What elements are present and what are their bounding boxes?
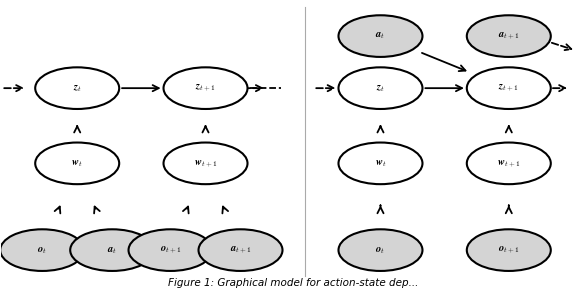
Text: $\boldsymbol{w}_{t+1}$: $\boldsymbol{w}_{t+1}$ [497,158,520,169]
Circle shape [199,229,282,271]
Text: $\boldsymbol{a}_{t+1}$: $\boldsymbol{a}_{t+1}$ [498,31,520,41]
Circle shape [70,229,154,271]
Circle shape [128,229,213,271]
Circle shape [35,142,119,184]
Text: $\boldsymbol{a}_{t+1}$: $\boldsymbol{a}_{t+1}$ [230,245,251,256]
Text: $\boldsymbol{o}_t$: $\boldsymbol{o}_t$ [376,245,386,256]
Circle shape [163,142,247,184]
Circle shape [467,229,551,271]
Circle shape [339,229,423,271]
Circle shape [339,142,423,184]
Text: $\boldsymbol{o}_t$: $\boldsymbol{o}_t$ [37,245,47,256]
Text: $\boldsymbol{z}_{t+1}$: $\boldsymbol{z}_{t+1}$ [195,83,216,93]
Circle shape [0,229,84,271]
Text: $\boldsymbol{o}_{t+1}$: $\boldsymbol{o}_{t+1}$ [159,245,182,256]
Circle shape [163,67,247,109]
Text: Figure 1: Graphical model for action-state dep...: Figure 1: Graphical model for action-sta… [168,278,418,288]
Text: $\boldsymbol{o}_{t+1}$: $\boldsymbol{o}_{t+1}$ [498,245,520,256]
Circle shape [467,142,551,184]
Circle shape [339,15,423,57]
Text: $\boldsymbol{a}_t$: $\boldsymbol{a}_t$ [107,245,117,256]
Text: $\boldsymbol{z}_{t+1}$: $\boldsymbol{z}_{t+1}$ [498,83,519,93]
Circle shape [467,67,551,109]
Text: $\boldsymbol{w}_t$: $\boldsymbol{w}_t$ [71,158,83,169]
Text: $\boldsymbol{w}_{t+1}$: $\boldsymbol{w}_{t+1}$ [194,158,217,169]
Text: $\boldsymbol{w}_t$: $\boldsymbol{w}_t$ [374,158,386,169]
Circle shape [467,15,551,57]
Circle shape [339,67,423,109]
Text: $\boldsymbol{z}_t$: $\boldsymbol{z}_t$ [73,83,82,93]
Circle shape [35,67,119,109]
Text: $\boldsymbol{z}_t$: $\boldsymbol{z}_t$ [376,83,385,93]
Text: $\boldsymbol{a}_t$: $\boldsymbol{a}_t$ [376,31,386,41]
